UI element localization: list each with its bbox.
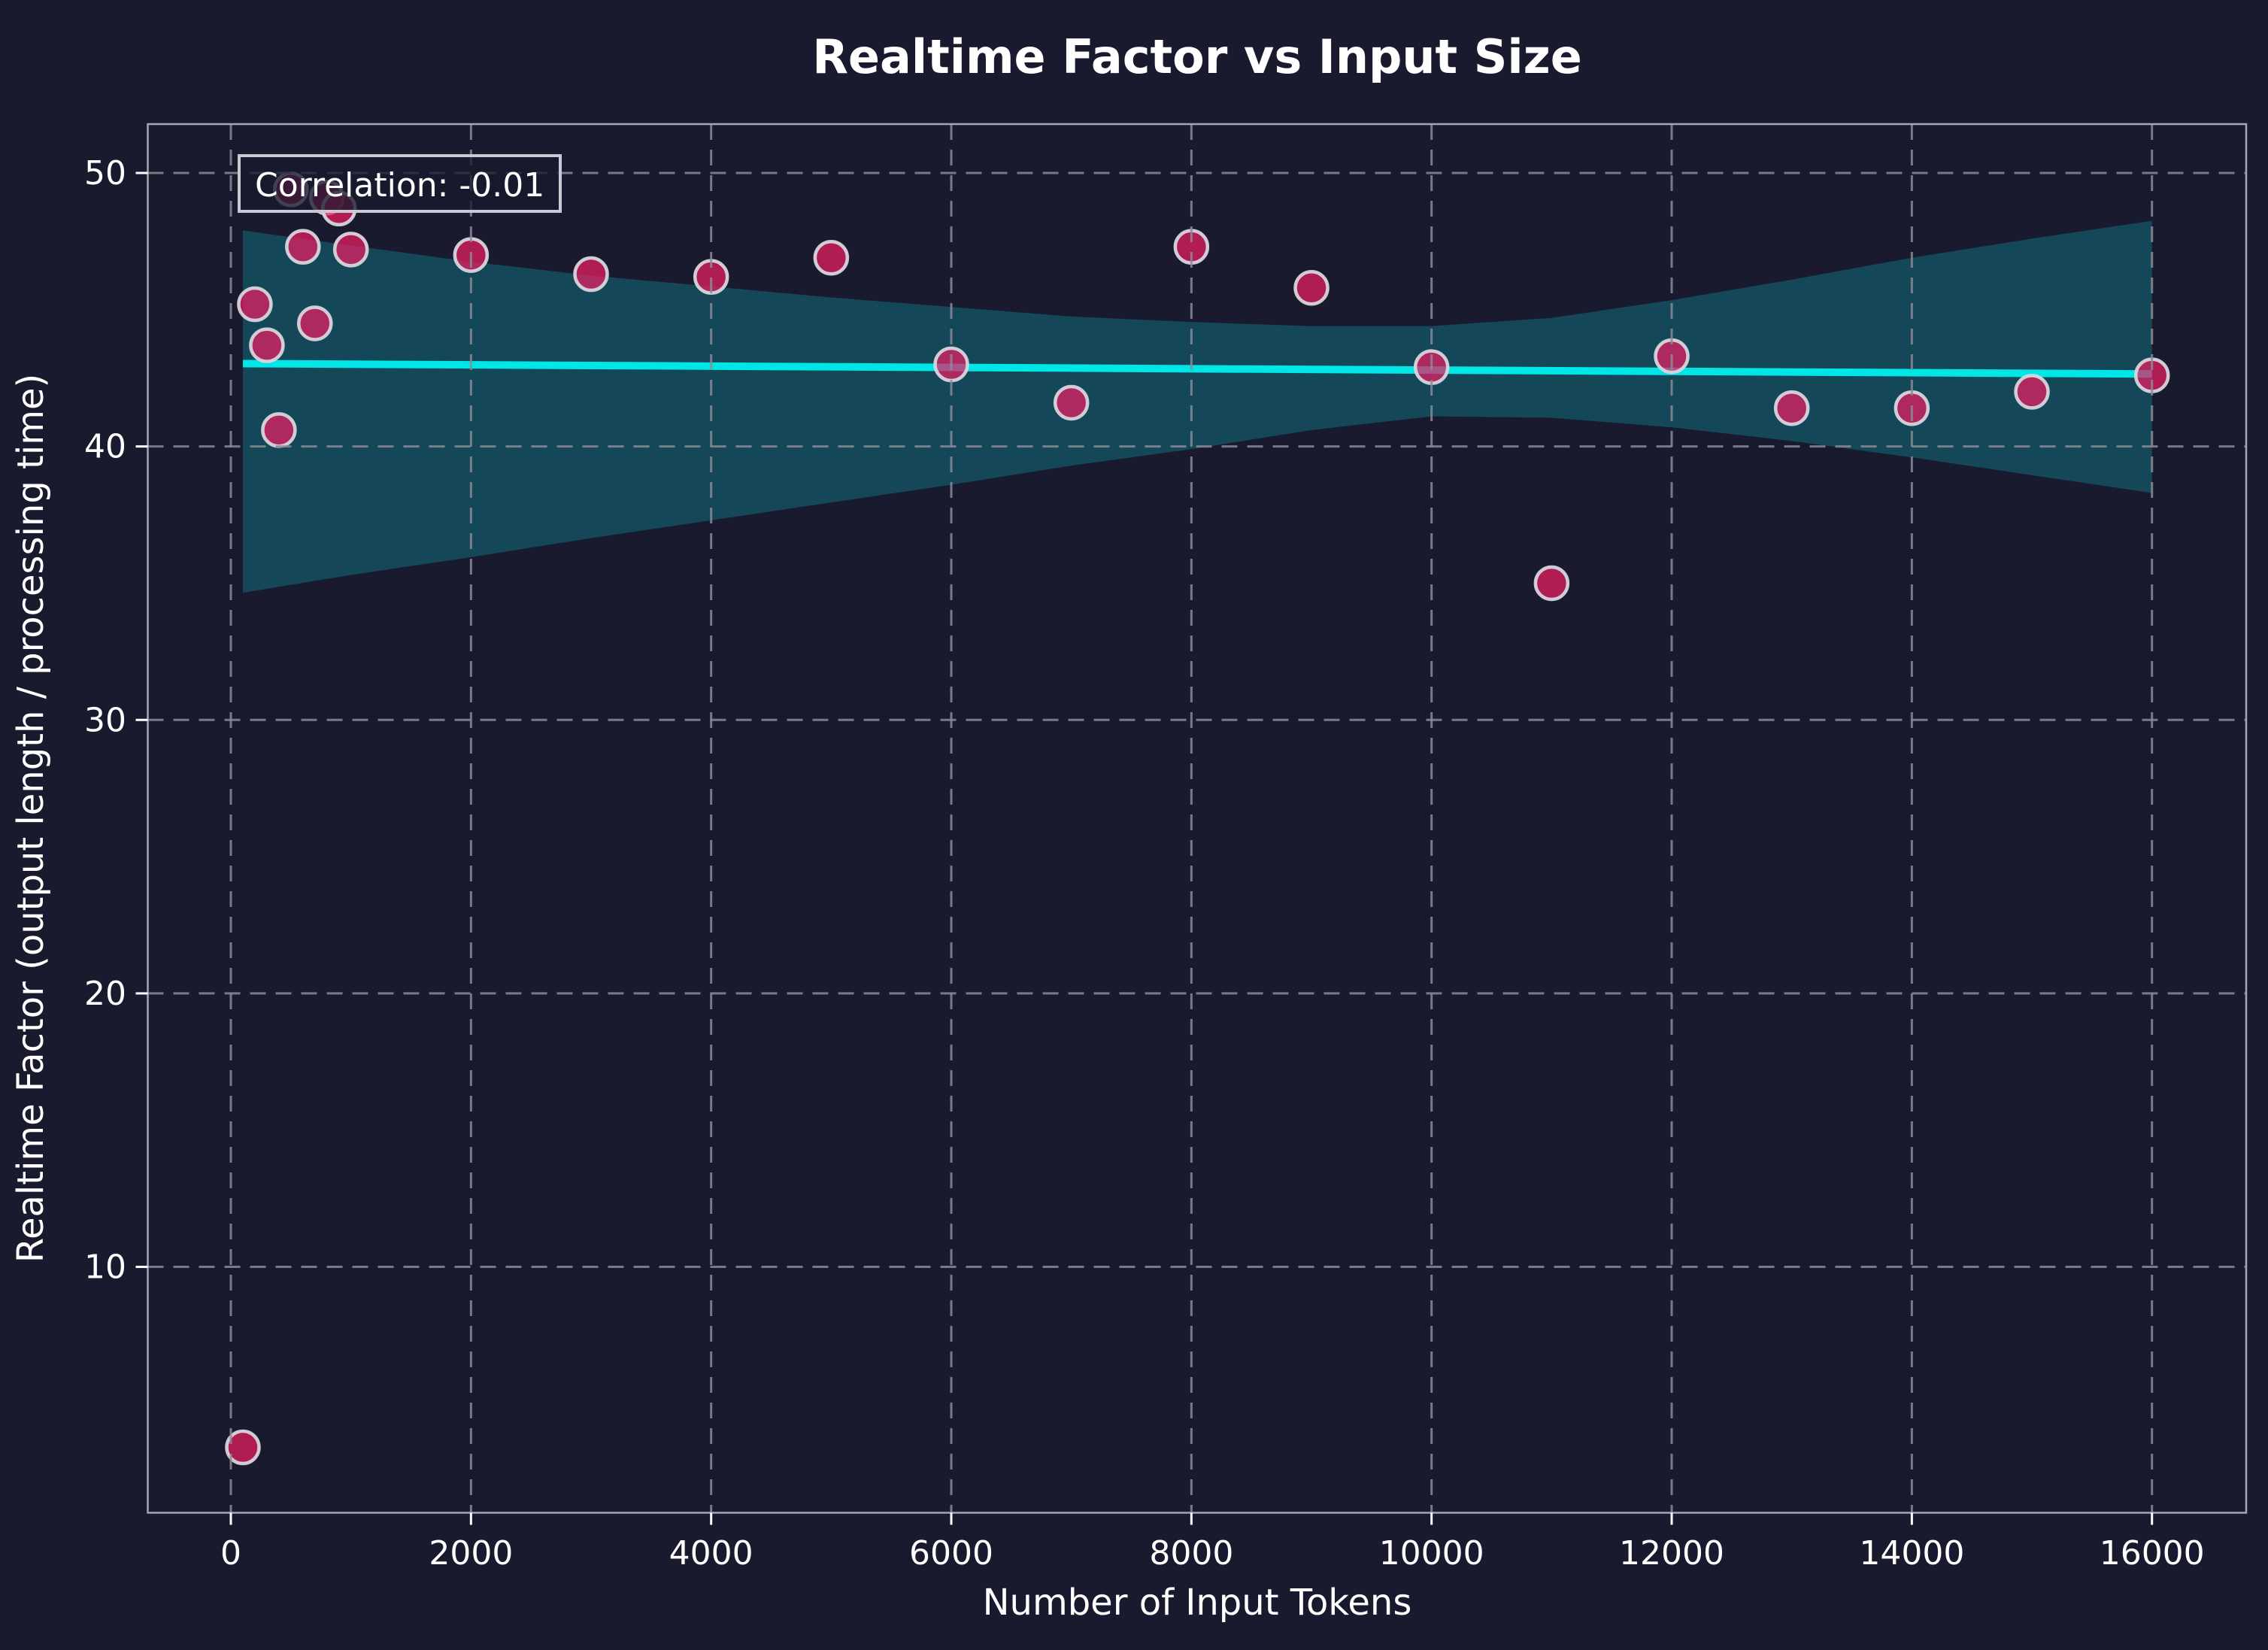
- y-tick-label: 20: [84, 975, 126, 1013]
- axes-layer: 0 2000 4000 6000 8000 10000 12000 14000 16000 10 2…: [84, 123, 2248, 1573]
- scatter-point: [1053, 384, 1090, 421]
- plot-border: [147, 123, 2248, 1514]
- y-tick-label: 40: [84, 428, 126, 466]
- x-axis-label: Number of Input Tokens: [983, 1582, 1412, 1624]
- y-tick-label: 10: [84, 1248, 126, 1287]
- scatter-point: [1293, 269, 1330, 306]
- y-axis-label: Realtime Factor (output length / process…: [10, 374, 52, 1263]
- x-tick-label: 10000: [1379, 1534, 1484, 1573]
- gridline-layer: [147, 124, 2246, 1513]
- scatter-point: [1533, 565, 1570, 602]
- scatter-point: [261, 412, 297, 448]
- trend-line-layer: [242, 359, 2152, 378]
- x-tick-label: 16000: [2100, 1534, 2205, 1573]
- y-tick-label: 30: [84, 701, 126, 739]
- correlation-annotation: Correlation: -0.01: [238, 154, 562, 213]
- scatter-point: [285, 229, 321, 265]
- scatter-point: [297, 305, 333, 341]
- x-tick-label: 0: [220, 1534, 241, 1573]
- chart-title: Realtime Factor vs Input Size: [812, 29, 1582, 84]
- scatter-point: [813, 239, 850, 276]
- x-tick-label: 2000: [429, 1534, 513, 1573]
- x-tick-label: 4000: [669, 1534, 753, 1573]
- x-tick-label: 8000: [1149, 1534, 1233, 1573]
- correlation-box: [238, 154, 562, 213]
- scatter-point: [2014, 374, 2050, 410]
- x-tick-label: 14000: [1859, 1534, 1964, 1573]
- scatter-point: [332, 232, 369, 268]
- correlation-text: Correlation: -0.01: [255, 166, 544, 205]
- confidence-band-layer: [242, 220, 2152, 593]
- scatter-point: [249, 327, 285, 363]
- scatter-point: [225, 1429, 261, 1466]
- y-tick-label: 50: [84, 154, 126, 193]
- x-tick-label: 12000: [1619, 1534, 1724, 1573]
- trend-line: [242, 359, 2152, 378]
- confidence-band: [242, 220, 2152, 593]
- scatter-point: [573, 256, 609, 293]
- scatter-point: [1773, 390, 1810, 426]
- scatter-point: [237, 286, 273, 323]
- x-tick-label: 6000: [909, 1534, 993, 1573]
